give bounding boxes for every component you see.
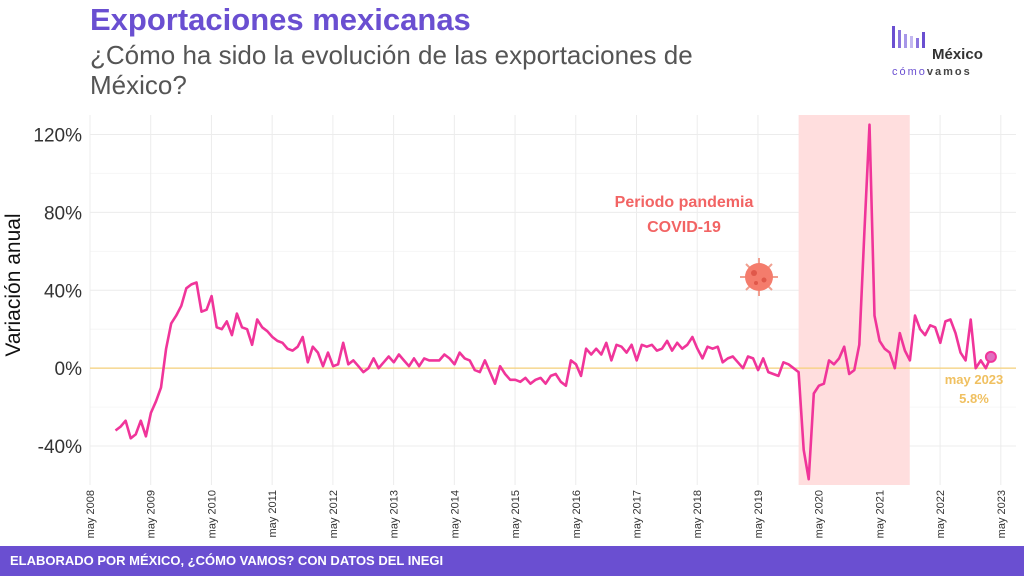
- logo-bars-icon: [892, 26, 925, 48]
- x-tick-label: may 2011: [267, 490, 279, 538]
- logo-main-text: México: [932, 46, 983, 63]
- x-tick-label: may 2009: [146, 490, 158, 538]
- x-tick-label: may 2010: [206, 490, 218, 538]
- x-tick-label: may 2012: [328, 490, 340, 538]
- end-point: [984, 350, 997, 363]
- end-label-date: may 2023: [945, 372, 1004, 387]
- y-tick-label: -40%: [38, 437, 82, 458]
- logo-sub-text: cómovamos: [892, 66, 972, 78]
- y-axis: -40% 0% 40% 80% 120%: [33, 125, 82, 458]
- chart-title: Exportaciones mexicanas: [90, 2, 471, 37]
- virus-icon: [740, 258, 778, 296]
- x-tick-label: may 2020: [814, 490, 826, 538]
- band-label-1: Periodo pandemia: [615, 194, 754, 211]
- x-tick-label: may 2016: [571, 490, 583, 538]
- y-tick-label: 120%: [33, 125, 82, 146]
- logo: México cómovamos: [880, 24, 1010, 84]
- y-axis-label: Variación anual: [2, 213, 25, 356]
- x-tick-label: may 2018: [692, 490, 704, 538]
- x-tick-label: may 2017: [631, 490, 643, 538]
- x-tick-label: may 2008: [85, 490, 97, 538]
- end-label-value: 5.8%: [959, 391, 989, 406]
- chart-subtitle: ¿Cómo ha sido la evolución de las export…: [90, 40, 693, 100]
- footer-credit: ELABORADO POR MÉXICO, ¿CÓMO VAMOS? CON D…: [0, 546, 1024, 576]
- x-tick-label: may 2021: [874, 490, 886, 538]
- band-label-2: COVID-19: [647, 219, 721, 236]
- x-axis: may 2008 may 2009 may 2010 may 2011 may 2012…: [85, 490, 1008, 538]
- x-tick-label: may 2014: [449, 490, 461, 538]
- pandemic-band: [798, 115, 910, 485]
- series-line: [114, 123, 993, 481]
- y-tick-label: 0%: [55, 359, 83, 380]
- x-tick-label: may 2023: [996, 490, 1008, 538]
- x-tick-label: may 2022: [935, 490, 947, 538]
- x-tick-label: may 2013: [389, 490, 401, 538]
- x-tick-label: may 2019: [753, 490, 765, 538]
- x-tick-label: may 2015: [510, 490, 522, 538]
- y-tick-label: 40%: [44, 281, 82, 302]
- y-tick-label: 80%: [44, 203, 82, 224]
